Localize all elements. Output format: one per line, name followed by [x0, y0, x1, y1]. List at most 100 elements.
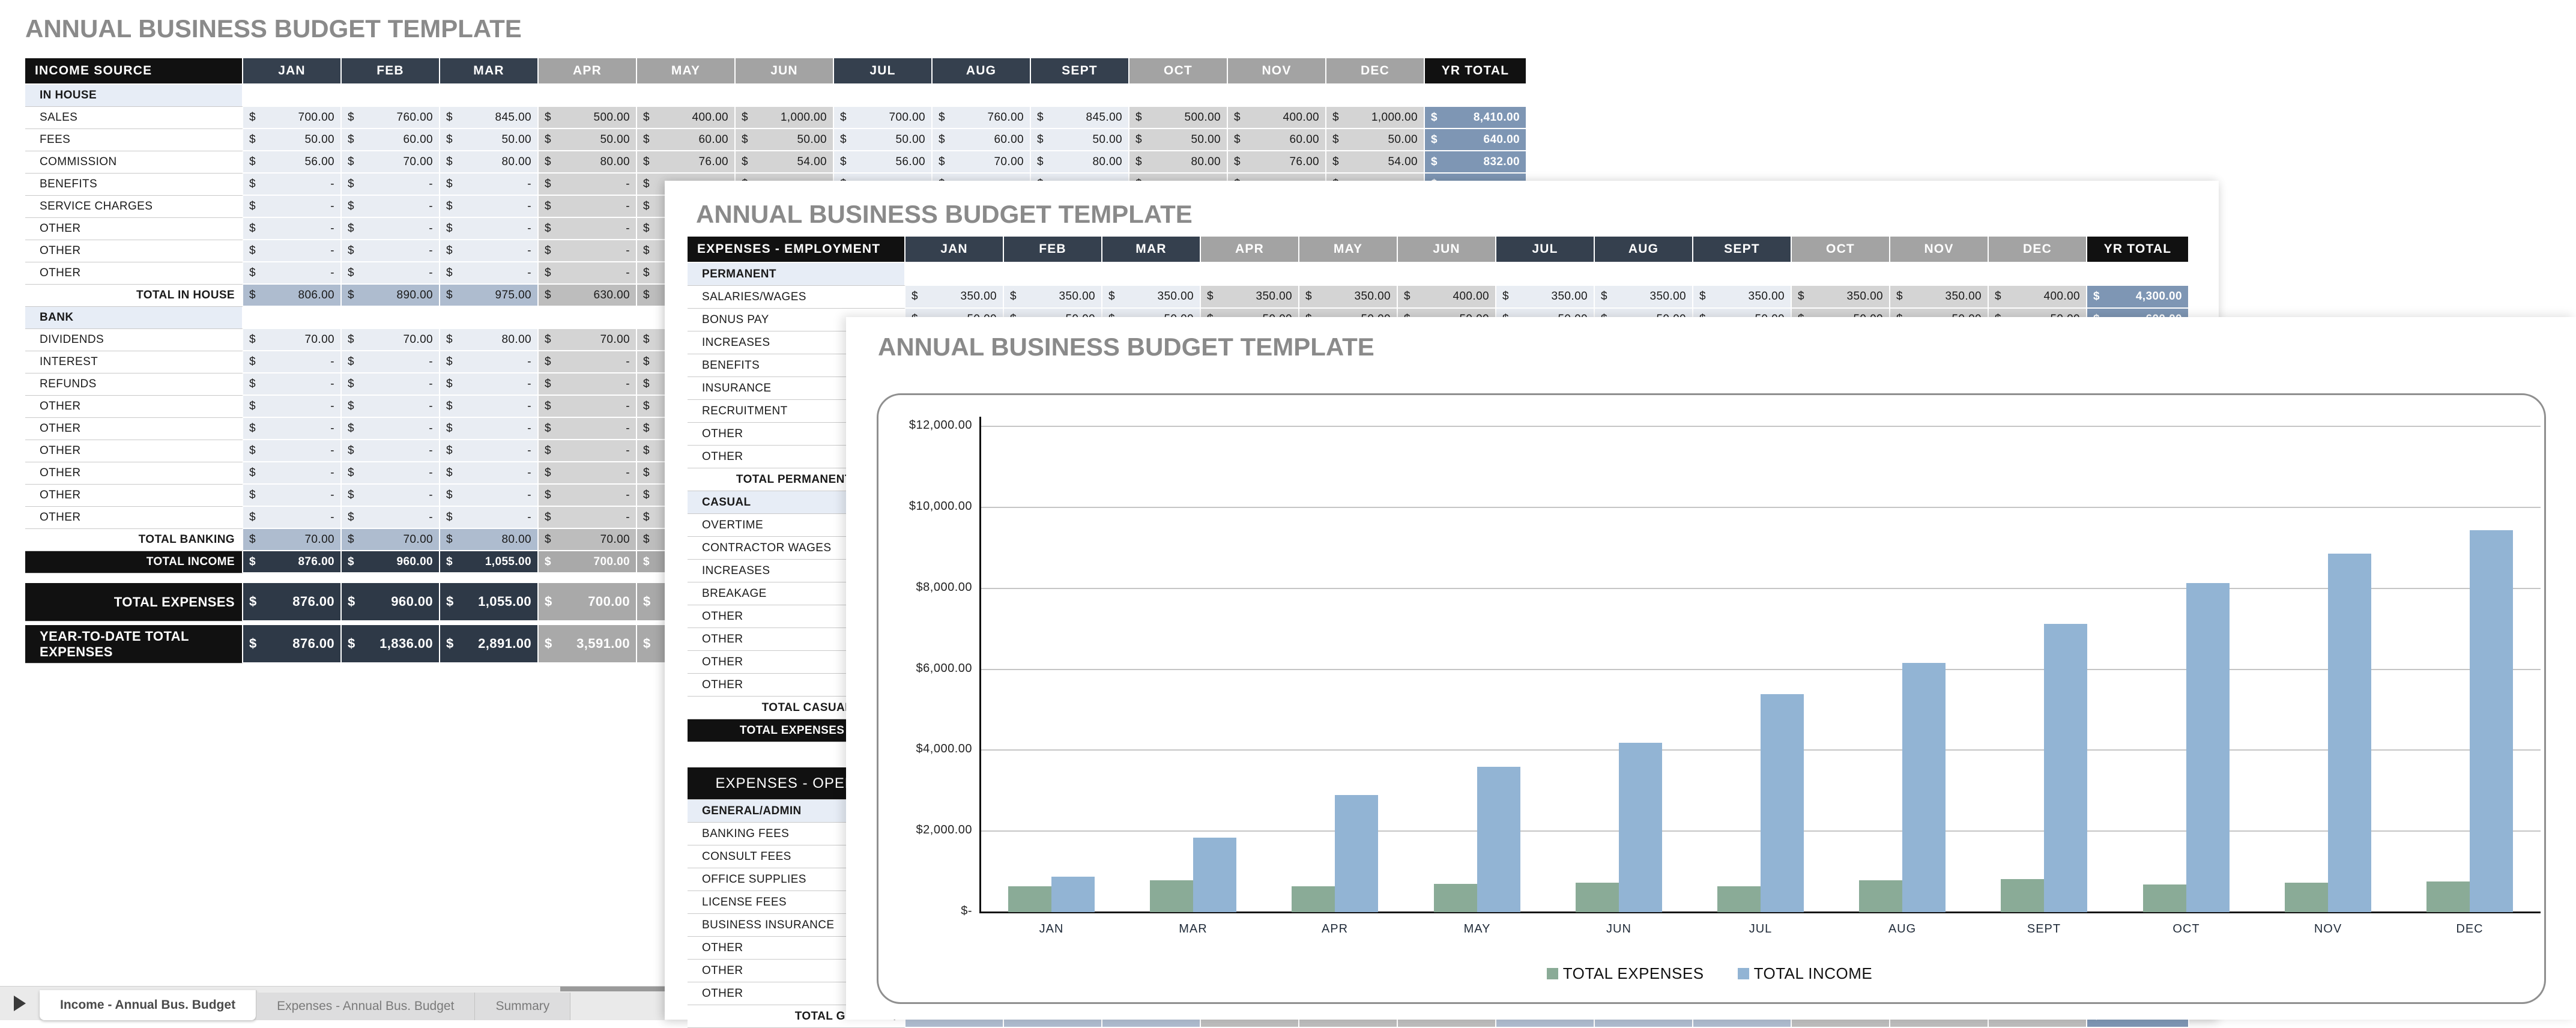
cell-yr-total[interactable]: $8,410.00	[1425, 107, 1527, 129]
cell[interactable]: $80.00	[539, 151, 637, 174]
cell[interactable]: $ -	[243, 396, 342, 418]
cell[interactable]: $ -	[243, 262, 342, 285]
cell[interactable]	[1496, 263, 1595, 286]
cell[interactable]: $350.00	[906, 286, 1004, 309]
column-header-yr-total[interactable]: YR TOTAL	[2087, 237, 2189, 263]
cell[interactable]	[440, 85, 539, 107]
column-header-feb[interactable]: FEB	[1004, 237, 1102, 263]
cell[interactable]: $ -	[243, 418, 342, 440]
cell[interactable]: $700.00	[834, 107, 933, 129]
cell[interactable]	[440, 307, 539, 329]
cell[interactable]: $350.00	[1004, 286, 1102, 309]
cell[interactable]: $400.00	[637, 107, 736, 129]
cell[interactable]: $2,891.00	[440, 625, 539, 664]
cell[interactable]: $70.00	[539, 529, 637, 551]
column-header-aug[interactable]: AUG	[933, 58, 1031, 85]
cell[interactable]: $350.00	[1102, 286, 1201, 309]
cell[interactable]: $ -	[243, 351, 342, 373]
cell[interactable]: $ -	[440, 462, 539, 485]
cell[interactable]: $50.00	[1326, 129, 1425, 151]
cell[interactable]: $ -	[440, 351, 539, 373]
column-header-jul[interactable]: JUL	[1496, 237, 1595, 263]
row-label[interactable]: OTHER	[25, 240, 243, 262]
cell[interactable]: $50.00	[1031, 129, 1129, 151]
tab-expenses-sheet[interactable]: Expenses - Annual Bus. Budget	[256, 993, 476, 1020]
cell[interactable]	[243, 307, 342, 329]
cell[interactable]: $350.00	[1595, 286, 1693, 309]
cell[interactable]: $50.00	[440, 129, 539, 151]
column-header-may[interactable]: MAY	[637, 58, 736, 85]
cell[interactable]: $1,055.00	[440, 583, 539, 621]
cell[interactable]: $876.00	[243, 625, 342, 664]
cell[interactable]: $ -	[539, 507, 637, 529]
cell[interactable]: $70.00	[539, 329, 637, 351]
cell[interactable]	[1004, 263, 1102, 286]
cell[interactable]: $ -	[440, 262, 539, 285]
cell[interactable]: $ -	[440, 485, 539, 507]
cell[interactable]	[1129, 85, 1228, 107]
cell[interactable]: $60.00	[933, 129, 1031, 151]
cell[interactable]: $1,000.00	[1326, 107, 1425, 129]
cell[interactable]: $70.00	[342, 151, 440, 174]
cell[interactable]: $ -	[440, 196, 539, 218]
cell-yr-total[interactable]	[1425, 85, 1527, 107]
cell[interactable]: $76.00	[637, 151, 736, 174]
cell[interactable]: $760.00	[933, 107, 1031, 129]
cell[interactable]: $ -	[539, 440, 637, 462]
cell[interactable]: $ -	[539, 240, 637, 262]
cell[interactable]: $ -	[539, 351, 637, 373]
cell[interactable]: $350.00	[1201, 286, 1299, 309]
row-label[interactable]: FEES	[25, 129, 243, 151]
row-label[interactable]: TOTAL IN HOUSE	[25, 285, 243, 307]
column-header-apr[interactable]: APR	[1201, 237, 1299, 263]
cell[interactable]: $1,000.00	[736, 107, 834, 129]
cell[interactable]: $350.00	[1693, 286, 1792, 309]
cell[interactable]: $76.00	[1228, 151, 1326, 174]
row-label[interactable]: TOTAL INCOME	[25, 551, 243, 573]
cell-yr-total[interactable]: $4,300.00	[2087, 286, 2189, 309]
column-header-expenses-employment[interactable]: EXPENSES - EMPLOYMENT	[688, 237, 906, 263]
column-header-yr-total[interactable]: YR TOTAL	[1425, 58, 1527, 85]
cell[interactable]: $60.00	[637, 129, 736, 151]
cell[interactable]: $ -	[440, 418, 539, 440]
row-label[interactable]: BENEFITS	[25, 174, 243, 196]
row-label[interactable]: OTHER	[25, 262, 243, 285]
cell[interactable]: $50.00	[243, 129, 342, 151]
column-header-sept[interactable]: SEPT	[1031, 58, 1129, 85]
column-header-may[interactable]: MAY	[1299, 237, 1398, 263]
cell[interactable]	[736, 85, 834, 107]
cell[interactable]: $ -	[440, 240, 539, 262]
row-label[interactable]: SERVICE CHARGES	[25, 196, 243, 218]
cell[interactable]: $ -	[342, 196, 440, 218]
cell[interactable]: $350.00	[1890, 286, 1989, 309]
row-label[interactable]: OTHER	[25, 440, 243, 462]
cell[interactable]: $56.00	[834, 151, 933, 174]
cell[interactable]: $845.00	[440, 107, 539, 129]
row-label[interactable]: OTHER	[25, 462, 243, 485]
row-label[interactable]: BANK	[25, 307, 243, 329]
cell[interactable]: $ -	[342, 174, 440, 196]
sheet-nav-button[interactable]	[0, 987, 40, 1020]
cell[interactable]	[342, 307, 440, 329]
cell[interactable]: $960.00	[342, 583, 440, 621]
cell[interactable]: $400.00	[1989, 286, 2087, 309]
row-label[interactable]: OTHER	[25, 485, 243, 507]
cell[interactable]: $845.00	[1031, 107, 1129, 129]
cell[interactable]	[243, 85, 342, 107]
cell[interactable]: $80.00	[440, 329, 539, 351]
cell[interactable]: $630.00	[539, 285, 637, 307]
cell[interactable]: $ -	[440, 440, 539, 462]
cell[interactable]	[906, 263, 1004, 286]
cell[interactable]: $ -	[539, 485, 637, 507]
column-header-nov[interactable]: NOV	[1228, 58, 1326, 85]
cell[interactable]: $ -	[243, 240, 342, 262]
cell[interactable]: $ -	[539, 418, 637, 440]
cell[interactable]: $ -	[539, 218, 637, 240]
cell[interactable]: $ -	[342, 485, 440, 507]
cell[interactable]: $1,055.00	[440, 551, 539, 573]
cell[interactable]	[1398, 263, 1496, 286]
cell[interactable]: $ -	[440, 373, 539, 396]
row-label[interactable]: INTEREST	[25, 351, 243, 373]
cell[interactable]	[1595, 263, 1693, 286]
cell[interactable]	[1102, 263, 1201, 286]
